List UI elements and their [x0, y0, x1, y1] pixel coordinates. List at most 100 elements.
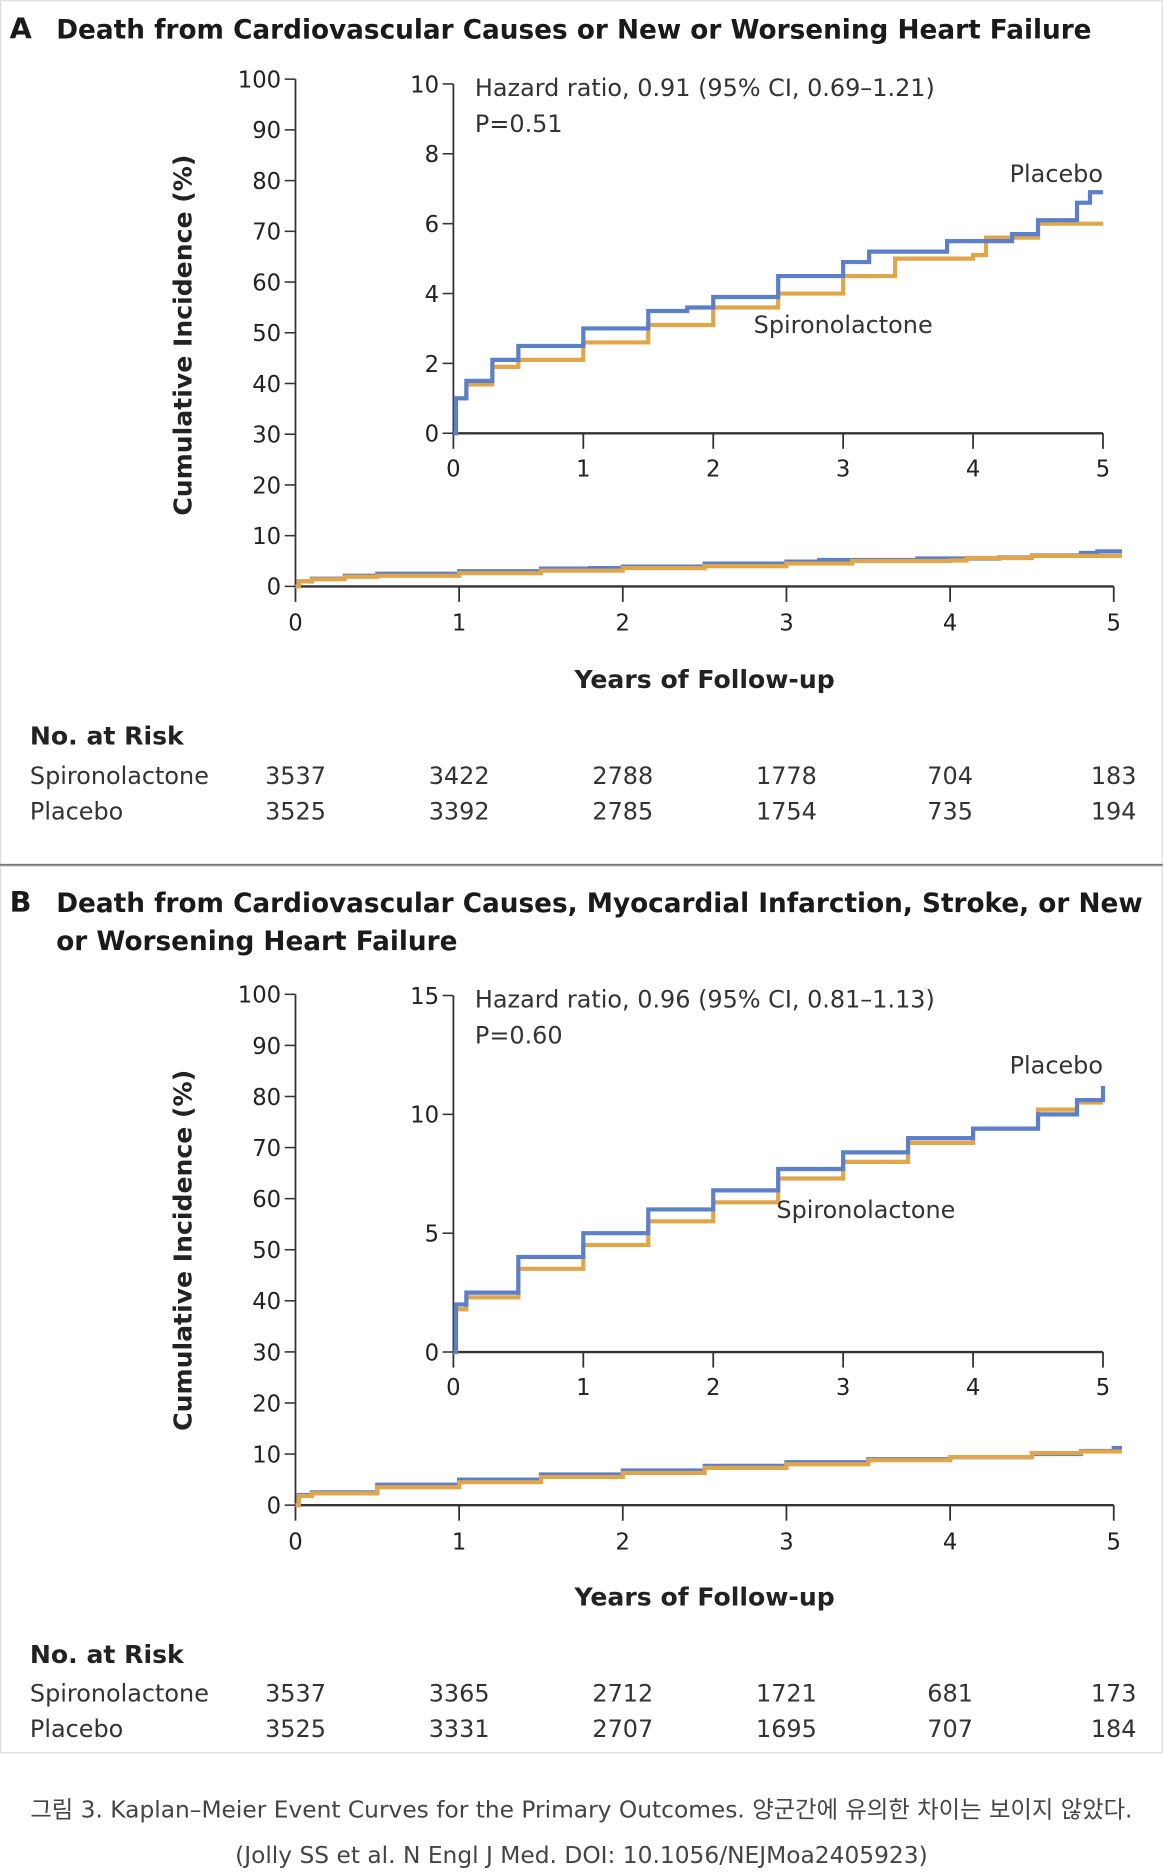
caption-line-2: (Jolly SS et al. N Engl J Med. DOI: 10.1… — [235, 1842, 928, 1869]
inset-y-tick-label: 0 — [425, 1340, 439, 1366]
y-tick-label: 50 — [252, 321, 281, 347]
inset-x-tick-label: 0 — [446, 456, 460, 482]
inset-y-tick-label: 6 — [425, 212, 439, 238]
y-tick-label: 40 — [252, 372, 281, 398]
y-tick-label: 70 — [252, 220, 281, 246]
panel-title: or Worsening Heart Failure — [56, 927, 457, 957]
inset-y-tick-label: 10 — [410, 1103, 439, 1129]
inset-x-tick-label: 3 — [836, 1375, 850, 1401]
main-curve-spironolactone — [295, 1449, 1122, 1508]
inset-x-tick-label: 5 — [1096, 1375, 1110, 1401]
risk-value: 3525 — [265, 1715, 326, 1743]
main-curve-spironolactone — [295, 553, 1122, 589]
y-tick-label: 100 — [238, 68, 281, 94]
panel-title: Death from Cardiovascular Causes or New … — [56, 15, 1091, 45]
y-tick-label: 100 — [238, 983, 281, 1009]
risk-row-label: Placebo — [30, 798, 123, 826]
y-tick-label: 10 — [252, 524, 281, 550]
inset-x-tick-label: 4 — [966, 456, 980, 482]
x-tick-label: 3 — [779, 1529, 793, 1555]
x-tick-label: 2 — [616, 1529, 630, 1555]
risk-value: 2712 — [592, 1679, 653, 1707]
panel-a: A Death from Cardiovascular Causes or New… — [10, 11, 1137, 825]
inset-x-tick-label: 3 — [836, 456, 850, 482]
inset-curve-placebo — [453, 190, 1103, 436]
y-tick-label: 80 — [252, 1085, 281, 1111]
inset-x-tick-label: 5 — [1096, 456, 1110, 482]
risk-value: 2788 — [592, 762, 653, 790]
hazard-ratio-text: Hazard ratio, 0.91 (95% CI, 0.69–1.21) — [475, 74, 935, 102]
x-tick-label: 4 — [943, 1529, 957, 1555]
y-tick-label: 0 — [267, 1494, 281, 1520]
inset-curve-placebo — [453, 1085, 1106, 1355]
x-axis-label: Years of Follow-up — [574, 665, 835, 694]
caption-line-1: 그림 3. Kaplan–Meier Event Curves for the … — [30, 1796, 1132, 1823]
y-tick-label: 50 — [252, 1238, 281, 1264]
inset-x-tick-label: 2 — [706, 456, 720, 482]
risk-row-label: Spironolactone — [30, 762, 209, 790]
risk-table-header: No. at Risk — [30, 1640, 185, 1669]
y-tick-label: 60 — [252, 1187, 281, 1213]
inset-y-tick-label: 0 — [425, 422, 439, 448]
risk-value: 3525 — [265, 798, 326, 826]
risk-value: 707 — [927, 1715, 973, 1743]
x-tick-label: 1 — [452, 611, 466, 637]
x-tick-label: 3 — [779, 611, 793, 637]
risk-table-header: No. at Risk — [30, 721, 185, 750]
x-tick-label: 0 — [288, 1529, 302, 1555]
panel-letter: B — [10, 885, 32, 919]
inset-y-tick-label: 4 — [425, 282, 439, 308]
y-tick-label: 80 — [252, 169, 281, 195]
risk-value: 735 — [927, 798, 973, 826]
y-axis-label: Cumulative Incidence (%) — [168, 1070, 197, 1431]
x-tick-label: 1 — [452, 1529, 466, 1555]
panel-letter: A — [10, 11, 33, 45]
x-tick-label: 0 — [288, 611, 302, 637]
risk-value: 3331 — [429, 1715, 490, 1743]
risk-value: 183 — [1091, 762, 1137, 790]
risk-row-label: Spironolactone — [30, 1679, 209, 1707]
risk-value: 2707 — [592, 1715, 653, 1743]
spironolactone-label: Spironolactone — [776, 1196, 955, 1224]
x-tick-label: 5 — [1107, 611, 1121, 637]
inset-y-tick-label: 8 — [425, 142, 439, 168]
risk-value: 3365 — [429, 1679, 490, 1707]
x-tick-label: 4 — [943, 611, 957, 637]
risk-value: 3392 — [429, 798, 490, 826]
y-tick-label: 30 — [252, 423, 281, 449]
y-tick-label: 20 — [252, 1391, 281, 1417]
y-tick-label: 20 — [252, 473, 281, 499]
y-tick-label: 40 — [252, 1289, 281, 1315]
y-tick-label: 90 — [252, 118, 281, 144]
inset-x-tick-label: 0 — [446, 1375, 460, 1401]
risk-value: 1721 — [756, 1679, 817, 1707]
inset-x-tick-label: 2 — [706, 1375, 720, 1401]
inset-curve-spironolactone — [453, 1100, 1103, 1355]
inset-curve-spironolactone — [453, 221, 1103, 436]
hazard-ratio-text: Hazard ratio, 0.96 (95% CI, 0.81–1.13) — [475, 985, 935, 1013]
inset-x-tick-label: 1 — [576, 456, 590, 482]
y-tick-label: 70 — [252, 1136, 281, 1162]
placebo-label: Placebo — [1010, 160, 1103, 188]
inset-x-tick-label: 1 — [576, 1375, 590, 1401]
p-value-text: P=0.51 — [475, 110, 563, 138]
y-tick-label: 30 — [252, 1340, 281, 1366]
x-axis-label: Years of Follow-up — [574, 1583, 835, 1612]
y-tick-label: 90 — [252, 1034, 281, 1060]
risk-value: 3537 — [265, 762, 326, 790]
p-value-text: P=0.60 — [475, 1021, 563, 1049]
risk-value: 681 — [927, 1679, 973, 1707]
risk-value: 184 — [1091, 1715, 1137, 1743]
inset-y-tick-label: 10 — [410, 72, 439, 98]
risk-value: 1695 — [756, 1715, 817, 1743]
x-tick-label: 2 — [616, 611, 630, 637]
risk-value: 194 — [1091, 798, 1137, 826]
risk-value: 1778 — [756, 762, 817, 790]
risk-value: 3537 — [265, 1679, 326, 1707]
risk-value: 173 — [1091, 1679, 1137, 1707]
inset-y-tick-label: 5 — [425, 1222, 439, 1248]
risk-value: 2785 — [592, 798, 653, 826]
inset-y-tick-label: 2 — [425, 352, 439, 378]
risk-value: 3422 — [429, 762, 490, 790]
